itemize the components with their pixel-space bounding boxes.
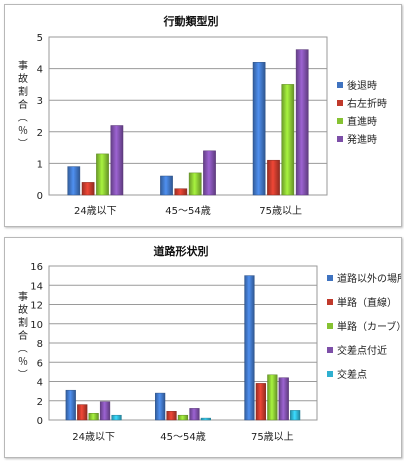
plot-area xyxy=(48,36,328,196)
bar-道路以外の場所-75歳以上 xyxy=(244,275,255,421)
y-axis-label-char: 故 xyxy=(18,72,28,85)
bar-後退時-45～54歳 xyxy=(160,175,173,196)
legend-label: 交差点付近 xyxy=(337,344,387,357)
bar-発進時-45～54歳 xyxy=(203,150,216,196)
y-tick-label: 4 xyxy=(37,378,43,389)
bar-単路（直線）-24歳以下 xyxy=(77,404,88,421)
legend-swatch xyxy=(337,136,343,142)
bar-右左折時-45～54歳 xyxy=(174,188,188,196)
legend-swatch xyxy=(327,323,333,329)
bar-交差点-75歳以上 xyxy=(290,410,301,421)
y-tick-label: 2 xyxy=(37,128,43,139)
y-axis-label-char: （ xyxy=(16,343,28,353)
chart-panel-action-type: 行動類型別 0 1 2 3 4 5 事故割合（ ％） 24歳以下 45～54歳 75歳以上 後退時右左折… xyxy=(4,4,402,227)
bar-直進時-24歳以下 xyxy=(96,153,109,196)
legend-label: 直進時 xyxy=(347,115,377,128)
y-tick-label: 16 xyxy=(30,262,43,273)
legend-label: 右左折時 xyxy=(347,97,387,110)
chart-panel-road-shape: 道路形状別 0 2 4 6 8 10 12 14 16 事故割合（ ％） 24歳以下 45～54歳 75歳以… xyxy=(4,237,402,458)
x-category-label: 24歳以下 xyxy=(72,431,115,443)
y-axis-label-char: （ xyxy=(16,112,28,122)
legend-label: 交差点 xyxy=(337,368,367,381)
y-tick-label: 1 xyxy=(37,159,43,170)
y-axis-label-char: 合 xyxy=(18,329,28,342)
legend-label: 単路（直線） xyxy=(337,296,397,309)
y-axis-label-char: 故 xyxy=(18,303,28,316)
bar-後退時-75歳以上 xyxy=(252,62,266,196)
y-tick-label: 6 xyxy=(37,358,43,369)
bar-単路（直線）-75歳以上 xyxy=(255,383,266,421)
x-category-label: 45～54歳 xyxy=(160,431,205,443)
y-axis-label-char: 割 xyxy=(18,85,28,98)
legend-label: 道路以外の場所 xyxy=(337,272,401,285)
y-axis-label-char: ） xyxy=(16,138,28,148)
bar-道路以外の場所-24歳以下 xyxy=(65,389,76,421)
x-category-label: 75歳以上 xyxy=(251,431,294,443)
y-axis-label-char: 合 xyxy=(18,98,28,111)
y-tick-label: 10 xyxy=(30,320,43,331)
bar-直進時-45～54歳 xyxy=(188,172,202,196)
chart-title: 道路形状別 xyxy=(154,244,209,258)
legend-label: 単路（カーブ） xyxy=(337,320,401,333)
chart-title: 行動類型別 xyxy=(163,14,219,28)
legend-swatch xyxy=(327,275,333,281)
bar-交差点-45～54歳 xyxy=(200,417,211,421)
bar-右左折時-75歳以上 xyxy=(267,159,280,196)
y-axis-label-char: ％ xyxy=(18,357,28,368)
bar-交差点付近-24歳以下 xyxy=(99,401,111,421)
y-tick-label: 3 xyxy=(37,96,43,107)
y-axis-label-char: 事 xyxy=(18,59,28,72)
bar-後退時-24歳以下 xyxy=(67,166,81,196)
y-tick-label: 0 xyxy=(37,191,43,202)
legend-swatch xyxy=(337,118,343,124)
x-category-label: 45～54歳 xyxy=(165,205,210,217)
y-tick-label: 0 xyxy=(37,416,43,427)
y-axis-label-char: ） xyxy=(16,369,28,379)
x-category-label: 75歳以上 xyxy=(259,205,302,217)
y-tick-label: 4 xyxy=(37,65,43,76)
bar-発進時-24歳以下 xyxy=(110,125,124,196)
y-tick-label: 12 xyxy=(30,301,43,312)
legend-swatch xyxy=(327,347,333,353)
legend-swatch xyxy=(327,371,333,377)
y-tick-label: 2 xyxy=(37,397,43,408)
y-tick-label: 8 xyxy=(37,339,43,350)
legend-label: 後退時 xyxy=(347,79,377,92)
y-axis-label-char: 事 xyxy=(18,290,28,303)
bar-発進時-75歳以上 xyxy=(295,49,309,196)
x-category-label: 24歳以下 xyxy=(74,205,117,217)
y-tick-label: 5 xyxy=(37,33,43,44)
bar-単路（カーブ）-24歳以下 xyxy=(88,413,99,421)
bar-単路（直線）-45～54歳 xyxy=(166,411,177,421)
y-axis-label-char: 割 xyxy=(18,316,28,329)
legend-swatch xyxy=(327,299,333,305)
bar-交差点付近-45～54歳 xyxy=(189,408,200,421)
legend-swatch xyxy=(337,100,343,106)
legend-swatch xyxy=(337,82,343,88)
y-axis-label-char: ％ xyxy=(18,126,28,137)
bar-交差点-24歳以下 xyxy=(111,414,122,421)
bar-単路（カーブ）-75歳以上 xyxy=(267,374,278,421)
bar-単路（カーブ）-45～54歳 xyxy=(177,414,189,421)
bar-道路以外の場所-45～54歳 xyxy=(155,392,166,421)
bar-直進時-75歳以上 xyxy=(281,84,295,196)
y-tick-label: 14 xyxy=(30,281,43,292)
legend-label: 発進時 xyxy=(347,133,377,146)
bar-右左折時-24歳以下 xyxy=(81,182,95,196)
bar-交差点付近-75歳以上 xyxy=(278,377,289,421)
